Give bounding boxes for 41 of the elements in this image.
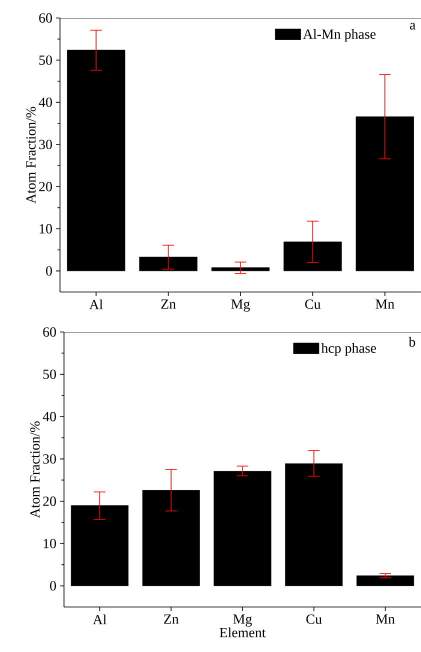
x-tick-label: Cu — [304, 300, 320, 309]
y-axis-title: Atom Fraction/% — [30, 421, 40, 518]
x-tick-label: Mg — [231, 299, 250, 312]
bar — [70, 505, 128, 586]
y-tick-label: 60 — [42, 327, 56, 337]
x-axis-title: Element — [219, 627, 266, 638]
y-axis-title: Atom Fraction/% — [26, 106, 36, 204]
y-tick-label: 0 — [50, 581, 56, 591]
y-tick-label: 30 — [39, 140, 52, 150]
y-tick-label: 50 — [39, 55, 52, 65]
x-tick-label: Al — [92, 614, 106, 624]
legend-label: hcp phase — [321, 343, 376, 356]
annotation: b — [408, 336, 415, 347]
y-tick-label: 10 — [40, 224, 52, 234]
y-tick-label: 60 — [38, 13, 52, 23]
x-tick-label: Mn — [375, 299, 394, 309]
bar — [214, 470, 272, 586]
y-tick-label: 10 — [44, 538, 56, 548]
annotation: a — [410, 22, 416, 30]
x-tick-label: Zn — [161, 299, 176, 309]
bar — [356, 116, 414, 272]
y-tick-label: 20 — [38, 182, 52, 192]
x-tick-label: Al — [89, 299, 103, 310]
bar — [139, 256, 198, 272]
y-tick-label: 30 — [43, 454, 56, 464]
bar — [283, 242, 342, 272]
bar — [284, 463, 342, 586]
x-tick-label: Mn — [376, 614, 395, 624]
y-tick-label: 50 — [43, 370, 56, 380]
bar — [142, 490, 200, 586]
bar — [66, 50, 125, 272]
legend-label: Al-Mn phase — [302, 29, 376, 42]
x-tick-label: Zn — [164, 614, 178, 624]
bar — [211, 267, 270, 272]
x-tick-label: Cu — [306, 614, 322, 624]
y-tick-label: 40 — [42, 412, 56, 422]
y-tick-label: 0 — [46, 266, 52, 276]
x-tick-label: Mg — [233, 614, 252, 627]
y-tick-label: 40 — [38, 98, 52, 108]
y-tick-label: 20 — [42, 496, 56, 506]
bar — [356, 575, 414, 586]
